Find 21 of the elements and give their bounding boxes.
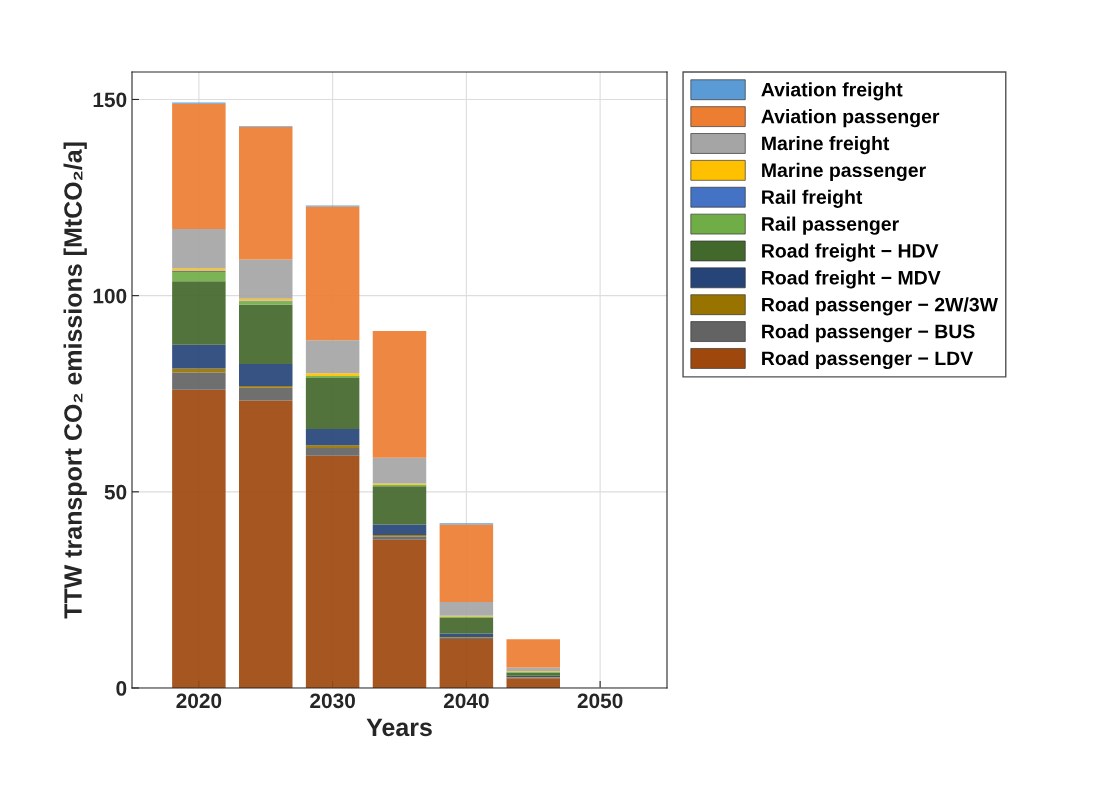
legend-label: Road passenger − 2W/3W: [762, 297, 998, 316]
legend-label: Road passenger − BUS: [762, 324, 975, 343]
legend-label: Marine freight: [762, 135, 890, 155]
x-tick-label: 2040: [443, 693, 489, 709]
legend-label: Aviation freight: [761, 82, 903, 101]
legend-label: Marine passenger: [762, 162, 926, 182]
x-tick-label: 2030: [310, 693, 355, 709]
x-tick-label: 2020: [176, 693, 222, 709]
x-axis-title: Years: [366, 718, 432, 737]
y-tick-label: 50: [104, 484, 127, 500]
legend-label: Road passenger − LDV: [762, 350, 974, 370]
y-axis-title: TTW transport CO₂ emissions [MtCO₂/a]: [63, 142, 87, 619]
legend-label: Rail freight: [762, 189, 863, 208]
legend-label: Road freight − MDV: [762, 270, 941, 289]
legend-label: Aviation passenger: [761, 109, 940, 128]
legend-label: Road freight − HDV: [762, 243, 939, 262]
y-tick-label: 150: [93, 92, 127, 108]
y-tick-label: 0: [116, 681, 127, 696]
legend-label: Rail passenger: [762, 216, 899, 235]
y-tick-label: 100: [93, 288, 127, 304]
x-tick-label: 2050: [577, 693, 623, 709]
